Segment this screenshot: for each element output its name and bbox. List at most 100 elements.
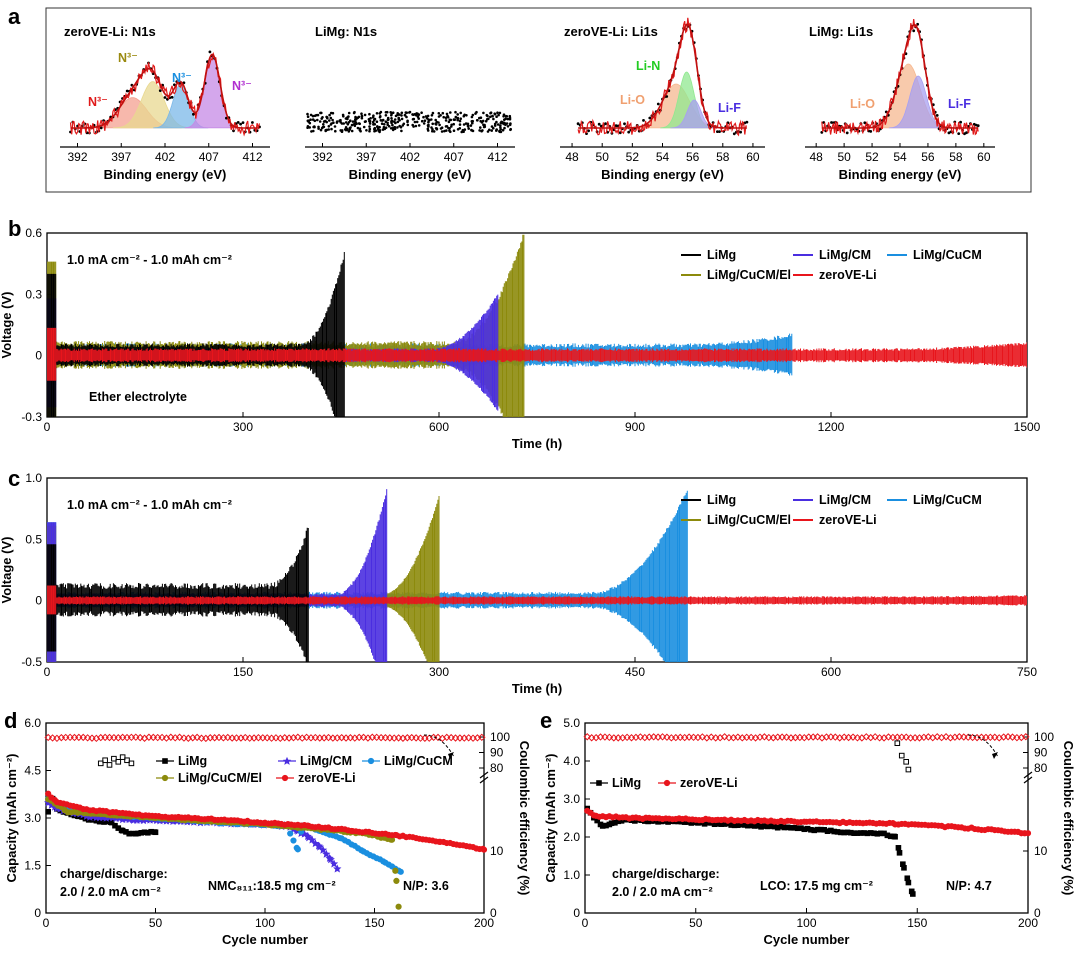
xps-noise-dot [406,120,409,124]
xps-data-dot [125,89,129,93]
xps-noise-dot [456,128,460,131]
xps-noise-dot [384,111,388,114]
ce-marker-zeroVE-Li [605,733,614,742]
xps-noise-dot [308,126,312,129]
xps-tick-label: 412 [242,150,262,164]
xps-tick-label: 48 [565,150,579,164]
legend-label: LiMg/CuCM [913,493,982,507]
xps-data-dot [732,132,736,136]
y-tick-label: 0 [35,594,42,608]
xps-noise-dot [467,127,471,130]
x-tick-label: 50 [689,916,703,930]
electrolyte-note: Ether electrolyte [89,390,187,404]
xps-noise-dot [340,122,344,125]
xps-axis-title: Binding energy (eV) [839,167,962,182]
y-tick-label: 6.0 [24,716,41,730]
xps-noise-dot [430,114,434,117]
xps-peak-label: N³⁻ [88,95,108,109]
xps-noise-dot [495,120,498,124]
xps-noise-dot [426,129,430,132]
xps-noise-dot [411,123,415,127]
xps-noise-dot [422,122,426,125]
xps-peak-label: N³⁻ [118,51,138,65]
ce-marker-zeroVE-Li [272,734,280,742]
y-tick-label: 0 [34,906,41,920]
xps-peak-label: Li-N [636,59,660,73]
ce-marker-zeroVE-Li [44,733,52,742]
y-tick-label: 3.0 [24,811,41,825]
xps-noise-dot [346,116,349,119]
xps-data-dot [869,130,873,133]
xps-data-dot [959,120,962,124]
xps-noise-dot [463,128,467,131]
xps-noise-dot [391,128,395,132]
ce-scatter-LiMg [97,760,104,767]
xps-noise-dot [327,125,331,128]
ce-marker-zeroVE-Li [942,733,950,741]
xps-noise-dot [325,120,329,124]
xps-noise-dot [489,111,492,115]
xps-noise-dot [354,121,358,124]
xps-noise-dot [400,114,403,117]
xps-noise-dot [508,123,512,127]
xps-tick-label: 58 [716,150,730,164]
ce-scatter-LiMg [903,759,909,765]
xps-noise-dot [425,116,429,120]
xps-noise-dot [360,114,364,118]
xps-noise-dot [335,120,339,123]
xps-data-dot [716,130,719,134]
capacity-point-zeroVE-Li [1024,830,1032,837]
legend-label: zeroVE-Li [819,513,877,527]
xps-noise-dot [346,123,350,126]
x-tick-label: 200 [1018,916,1038,930]
xps-noise-dot [417,113,421,116]
xps-noise-dot [415,120,419,124]
y-tick-label: 1.0 [25,471,42,485]
voltage-trace-zeroVE-Li [47,327,1027,381]
xps-noise-dot [307,120,310,123]
arrow-head [448,752,454,759]
xps-noise-dot [384,120,388,123]
xps-noise-dot [413,120,417,124]
x-tick-label: 100 [796,916,816,930]
ce-marker-zeroVE-Li [167,733,175,741]
capacity-point-LiMg [901,864,907,871]
xps-noise-dot [327,128,331,131]
xps-noise-dot [345,128,349,131]
xps-data-dot [163,96,167,99]
xps-noise-dot [459,111,463,115]
xps-noise-dot [437,115,441,118]
xps-noise-dot [316,113,320,117]
xps-noise-dot [454,110,457,114]
annotation-text: charge/discharge: [612,867,720,881]
xps-noise-dot [449,130,452,134]
xps-noise-dot [489,115,492,119]
ce-marker-zeroVE-Li [241,733,249,742]
axis-break-mark [479,771,489,784]
y2-tick-label: 10 [1034,844,1048,858]
plot-area [47,234,1027,417]
xps-noise-dot [431,122,435,126]
xps-noise-dot [499,124,502,127]
xps-peak-label: Li-O [620,93,645,107]
y2-tick-label: 100 [1034,730,1054,744]
ce-marker-zeroVE-Li [79,733,87,742]
xps-noise-dot [306,126,309,129]
legend-label: LiMg/CM [819,248,871,262]
x-tick-label: 300 [233,420,253,434]
xps-noise-dot [442,115,446,119]
xps-tick-label: 392 [67,150,87,164]
y2-tick-label: 0 [1034,906,1041,920]
xps-noise-dot [401,124,405,127]
panel-d-label: d [4,708,17,733]
xps-noise-dot [378,130,381,134]
xps-noise-dot [495,129,498,132]
x-tick-label: 450 [625,665,645,679]
xps-noise-dot [496,111,499,114]
ce-marker-zeroVE-Li [623,733,631,742]
xps-noise-dot [358,127,362,130]
ce-marker-zeroVE-Li [902,733,910,741]
capacity-point-LiMg/CuCM [287,830,294,837]
